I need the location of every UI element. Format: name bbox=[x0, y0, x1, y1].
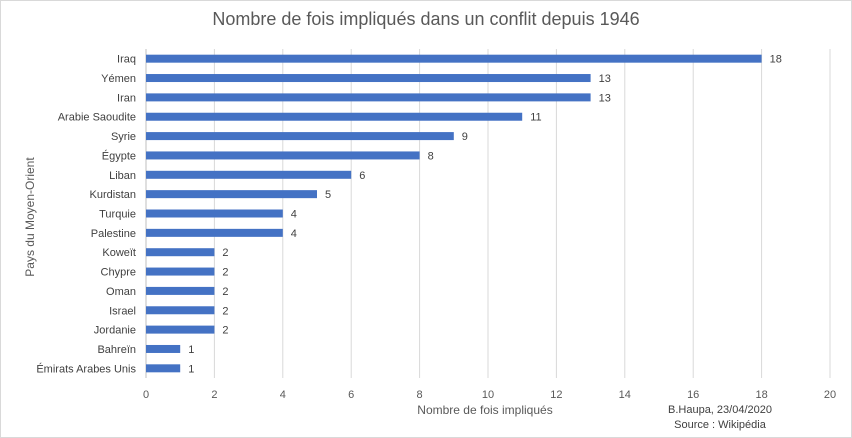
x-tick-label: 2 bbox=[211, 389, 217, 401]
data-label: 18 bbox=[770, 54, 782, 66]
data-label: 2 bbox=[222, 267, 228, 279]
bar bbox=[146, 112, 523, 121]
data-label: 2 bbox=[222, 305, 228, 317]
category-label: Yémen bbox=[101, 73, 136, 85]
data-label: 2 bbox=[222, 325, 228, 337]
y-axis-title: Pays du Moyen-Orient bbox=[23, 157, 37, 277]
bar bbox=[146, 190, 317, 199]
bar bbox=[146, 151, 420, 160]
bar bbox=[146, 267, 215, 276]
bar bbox=[146, 170, 352, 179]
data-label: 1 bbox=[188, 344, 194, 356]
category-label: Turquie bbox=[99, 209, 136, 221]
category-label: Bahreïn bbox=[97, 344, 136, 356]
credit-author: B.Haupa, 23/04/2020 bbox=[668, 404, 772, 416]
data-label: 13 bbox=[599, 92, 611, 104]
category-label: Émirats Arabes Unis bbox=[36, 362, 136, 375]
bar bbox=[146, 325, 215, 334]
category-label: Arabie Saoudite bbox=[58, 112, 136, 124]
x-tick-label: 18 bbox=[755, 389, 767, 401]
credit-source: Source : Wikipédia bbox=[674, 419, 766, 431]
data-label: 9 bbox=[462, 131, 468, 143]
data-label: 4 bbox=[291, 228, 297, 240]
category-label: Israel bbox=[109, 305, 136, 317]
x-tick-label: 20 bbox=[824, 389, 836, 401]
data-label: 2 bbox=[222, 286, 228, 298]
category-label: Égypte bbox=[102, 149, 136, 162]
x-tick-label: 4 bbox=[280, 389, 286, 401]
category-label: Jordanie bbox=[94, 325, 136, 337]
x-tick-label: 12 bbox=[550, 389, 562, 401]
bar bbox=[146, 74, 591, 83]
x-axis-title: Nombre de fois impliqués bbox=[417, 403, 553, 417]
category-label: Chypre bbox=[101, 267, 136, 279]
category-label: Kurdistan bbox=[90, 189, 136, 201]
category-label: Iran bbox=[117, 92, 136, 104]
data-label: 1 bbox=[188, 363, 194, 375]
x-tick-label: 16 bbox=[687, 389, 699, 401]
category-label: Oman bbox=[106, 286, 136, 298]
bar bbox=[146, 306, 215, 315]
bar bbox=[146, 344, 181, 353]
category-label: Syrie bbox=[111, 131, 136, 143]
x-tick-label: 14 bbox=[619, 389, 631, 401]
category-label: Koweït bbox=[102, 247, 136, 259]
bar bbox=[146, 248, 215, 257]
category-label: Liban bbox=[109, 170, 136, 182]
bar bbox=[146, 54, 762, 63]
data-label: 8 bbox=[428, 150, 434, 162]
bar bbox=[146, 93, 591, 102]
bar bbox=[146, 364, 181, 373]
data-label: 13 bbox=[599, 73, 611, 85]
data-label: 5 bbox=[325, 189, 331, 201]
x-tick-label: 0 bbox=[143, 389, 149, 401]
category-label: Palestine bbox=[91, 228, 136, 240]
data-label: 6 bbox=[359, 170, 365, 182]
x-tick-label: 6 bbox=[348, 389, 354, 401]
data-label: 4 bbox=[291, 209, 297, 221]
category-label: Iraq bbox=[117, 54, 136, 66]
data-label: 2 bbox=[222, 247, 228, 259]
x-tick-label: 10 bbox=[482, 389, 494, 401]
bar bbox=[146, 209, 283, 218]
x-tick-label: 8 bbox=[417, 389, 423, 401]
bar bbox=[146, 228, 283, 237]
chart-title: Nombre de fois impliqués dans un conflit… bbox=[212, 9, 640, 29]
data-label: 11 bbox=[530, 112, 541, 124]
credit-block: B.Haupa, 23/04/2020 Source : Wikipédia bbox=[655, 403, 785, 433]
bar bbox=[146, 286, 215, 295]
bar bbox=[146, 132, 454, 141]
